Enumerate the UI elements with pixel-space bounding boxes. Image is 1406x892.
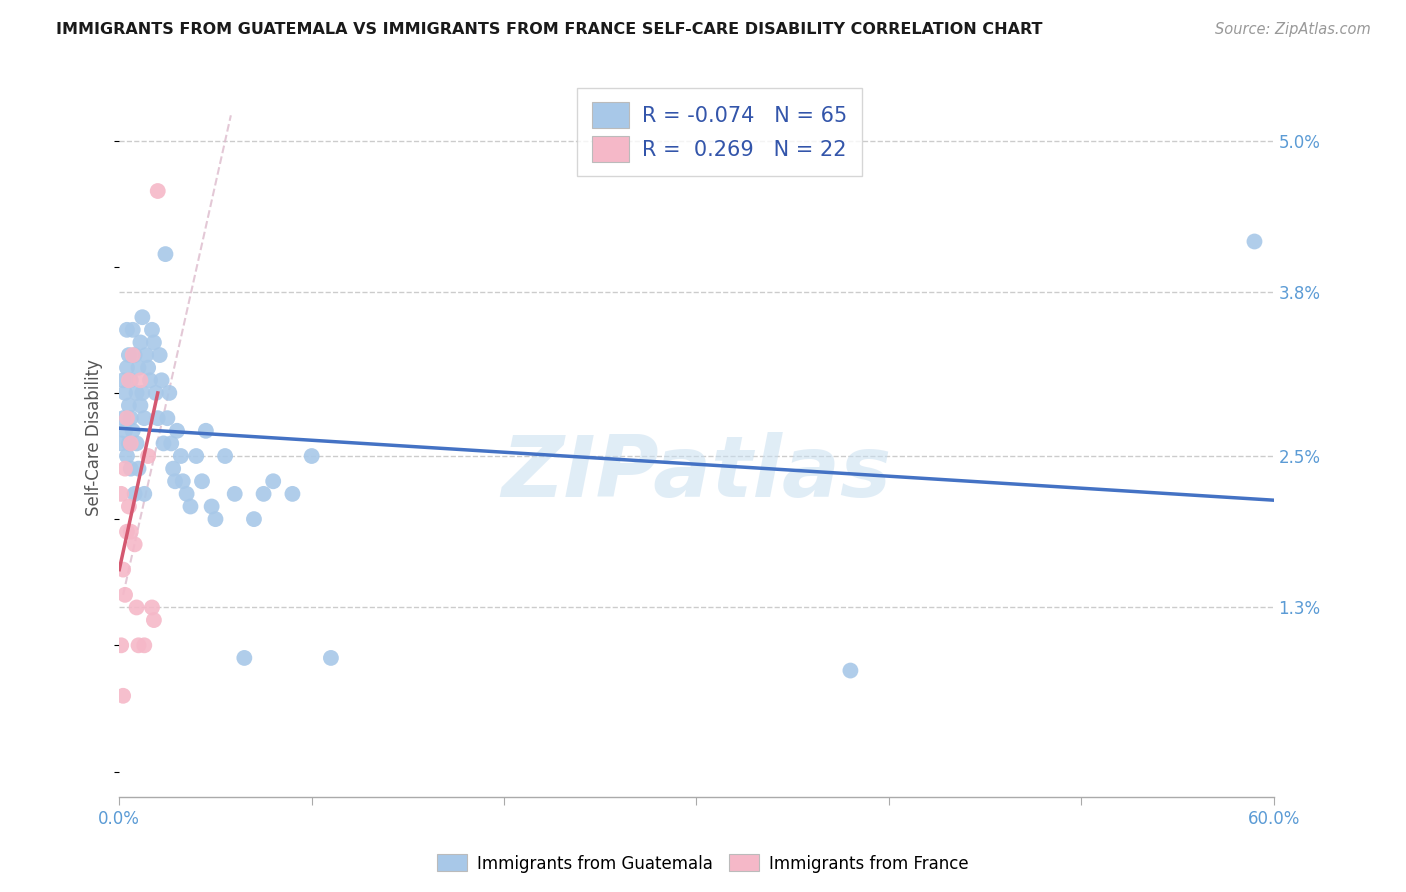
Point — [839, 664, 862, 678]
Point — [115, 323, 138, 337]
Point — [142, 335, 165, 350]
Point — [131, 385, 153, 400]
Point — [281, 487, 304, 501]
Point — [252, 487, 274, 501]
Point — [152, 436, 174, 450]
Point — [121, 424, 143, 438]
Point — [120, 461, 142, 475]
Point — [162, 461, 184, 475]
Point — [233, 651, 256, 665]
Point — [1243, 235, 1265, 249]
Point — [120, 411, 142, 425]
Point — [262, 475, 284, 489]
Point — [134, 411, 156, 425]
Point — [118, 348, 141, 362]
Point — [128, 360, 150, 375]
Point — [110, 436, 132, 450]
Point — [149, 348, 172, 362]
Point — [118, 500, 141, 514]
Point — [110, 487, 132, 501]
Legend: Immigrants from Guatemala, Immigrants from France: Immigrants from Guatemala, Immigrants fr… — [430, 847, 976, 880]
Point — [121, 348, 143, 362]
Y-axis label: Self-Care Disability: Self-Care Disability — [86, 359, 103, 516]
Point — [129, 373, 152, 387]
Point — [157, 385, 180, 400]
Point — [129, 335, 152, 350]
Point — [176, 487, 198, 501]
Point — [146, 411, 169, 425]
Point — [115, 449, 138, 463]
Point — [135, 348, 157, 362]
Point — [121, 323, 143, 337]
Point — [112, 689, 135, 703]
Point — [124, 487, 146, 501]
Point — [118, 399, 141, 413]
Point — [131, 310, 153, 325]
Point — [120, 524, 142, 539]
Point — [165, 475, 187, 489]
Point — [155, 247, 177, 261]
Point — [172, 475, 194, 489]
Point — [134, 638, 156, 652]
Point — [139, 373, 162, 387]
Point — [110, 638, 132, 652]
Point — [243, 512, 266, 526]
Point — [224, 487, 246, 501]
Point — [170, 449, 193, 463]
Point — [201, 500, 224, 514]
Point — [125, 436, 148, 450]
Point — [112, 373, 135, 387]
Point — [125, 600, 148, 615]
Point — [179, 500, 201, 514]
Point — [145, 385, 167, 400]
Point — [136, 360, 159, 375]
Point — [204, 512, 226, 526]
Point — [134, 487, 156, 501]
Text: ZIPatlas: ZIPatlas — [502, 432, 891, 515]
Point — [112, 563, 135, 577]
Point — [160, 436, 183, 450]
Point — [156, 411, 179, 425]
Point — [146, 184, 169, 198]
Point — [142, 613, 165, 627]
Point — [112, 411, 135, 425]
Point — [186, 449, 208, 463]
Point — [191, 475, 214, 489]
Point — [214, 449, 236, 463]
Point — [114, 461, 136, 475]
Point — [115, 524, 138, 539]
Point — [301, 449, 323, 463]
Point — [114, 385, 136, 400]
Point — [118, 373, 141, 387]
Text: Source: ZipAtlas.com: Source: ZipAtlas.com — [1215, 22, 1371, 37]
Point — [120, 436, 142, 450]
Text: IMMIGRANTS FROM GUATEMALA VS IMMIGRANTS FROM FRANCE SELF-CARE DISABILITY CORRELA: IMMIGRANTS FROM GUATEMALA VS IMMIGRANTS … — [56, 22, 1043, 37]
Point — [118, 436, 141, 450]
Point — [128, 638, 150, 652]
Point — [141, 600, 163, 615]
Point — [114, 424, 136, 438]
Point — [120, 373, 142, 387]
Point — [150, 373, 173, 387]
Point — [124, 348, 146, 362]
Point — [129, 399, 152, 413]
Point — [115, 360, 138, 375]
Point — [194, 424, 217, 438]
Point — [141, 323, 163, 337]
Legend: R = -0.074   N = 65, R =  0.269   N = 22: R = -0.074 N = 65, R = 0.269 N = 22 — [578, 87, 862, 177]
Point — [114, 588, 136, 602]
Point — [115, 411, 138, 425]
Point — [124, 537, 146, 551]
Point — [166, 424, 188, 438]
Point — [125, 385, 148, 400]
Point — [319, 651, 342, 665]
Point — [136, 449, 159, 463]
Point — [128, 461, 150, 475]
